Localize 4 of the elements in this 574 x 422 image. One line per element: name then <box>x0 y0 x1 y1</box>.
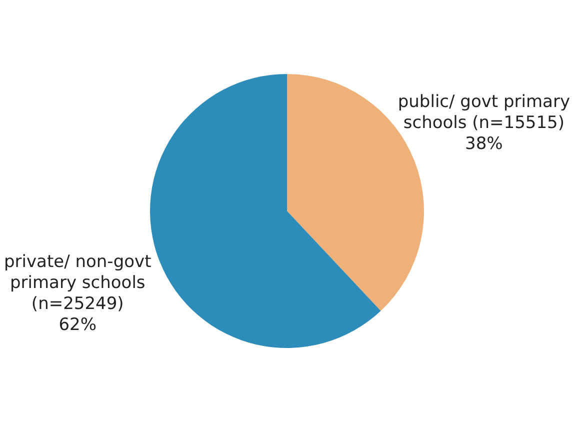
data-label: 38% <box>465 134 503 154</box>
slice-label: public/ govt primary schools (n=15515) <box>398 92 570 133</box>
slice-label: private/ non-govt primary schools (n=25249) <box>4 252 152 314</box>
data-label: 62% <box>58 314 97 335</box>
